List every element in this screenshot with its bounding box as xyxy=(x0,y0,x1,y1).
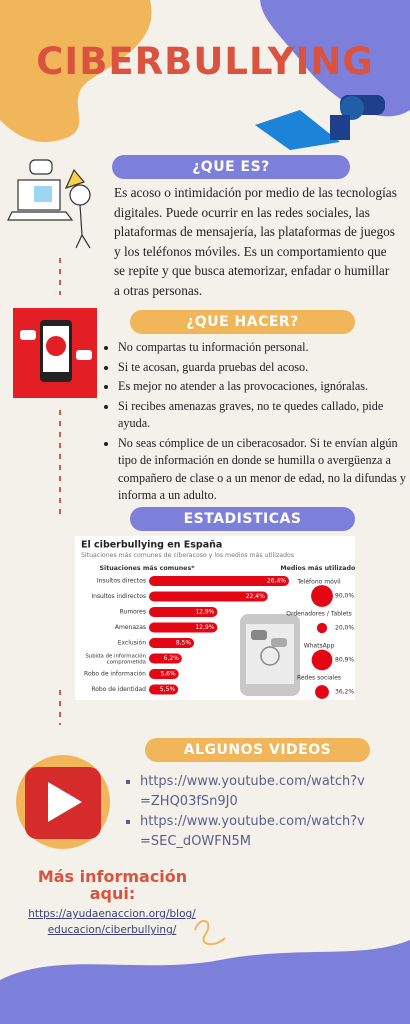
chart-background xyxy=(75,536,355,700)
bullet-item: Si recibes amenazas graves, no te quedes… xyxy=(118,398,410,433)
bar-value-label: 5,6% xyxy=(160,671,176,678)
swirl-decor xyxy=(194,920,226,946)
bar-label: Subida de información comprometida xyxy=(85,652,146,665)
bar-label: Insultos indirectos xyxy=(91,593,146,600)
page-title: CIBERBULLYING xyxy=(36,40,374,83)
bar-label: Amenazas xyxy=(115,624,146,631)
section-heading: ¿QUE ES? xyxy=(112,155,350,179)
bar-value-label: 8,5% xyxy=(176,640,192,647)
section-heading: ALGUNOS VIDEOS xyxy=(145,738,370,762)
link-item: https://www.youtube.com/watch?v=ZHQ03fSn… xyxy=(140,772,370,812)
link-item: https://www.youtube.com/watch?v=SEC_dOWF… xyxy=(140,812,370,852)
bar-value-label: 12,9% xyxy=(195,624,214,631)
media-value-label: 20,0% xyxy=(335,625,354,632)
chart-subtitle: Situaciones más comunes de ciberacoso y … xyxy=(81,551,294,559)
phone-icon xyxy=(240,614,300,696)
section-heading: ¿QUE HACER? xyxy=(130,310,355,334)
bar-value-label: 12,9% xyxy=(195,609,214,616)
bar-label: Insultos directos xyxy=(97,578,146,585)
media-bubble xyxy=(315,685,329,699)
bar xyxy=(149,638,195,648)
media-value-label: 80,9% xyxy=(335,657,354,664)
section-heading: ESTADISTICAS xyxy=(130,507,355,531)
bar-value-label: 26,4% xyxy=(267,578,286,585)
chart-title: El ciberbullying en España xyxy=(81,540,222,551)
media-label: Redes sociales xyxy=(297,675,341,682)
bar xyxy=(149,607,218,617)
media-bubble xyxy=(316,622,328,634)
video-link[interactable]: https://www.youtube.com/watch?v=ZHQ03fSn… xyxy=(140,774,365,809)
youtube-icon xyxy=(16,755,110,849)
video-link[interactable]: https://www.youtube.com/watch?v=SEC_dOWF… xyxy=(140,814,365,849)
bar-label: Rumores xyxy=(120,609,146,616)
bullet-item: No compartas tu información personal. xyxy=(118,339,410,357)
right-heading: Medios más utilizados** xyxy=(280,564,355,572)
bar xyxy=(149,669,179,679)
link-list: https://www.youtube.com/watch?v=ZHQ03fSn… xyxy=(128,772,370,852)
bullet-item: Si te acosan, guarda pruebas del acoso. xyxy=(118,359,410,377)
media-label: Teléfono móvil xyxy=(296,579,341,586)
bullet-list: No compartas tu información personal. Si … xyxy=(104,339,410,507)
bar-label: Robo de identidad xyxy=(91,686,146,693)
stop-illustration xyxy=(13,308,97,398)
bar xyxy=(149,591,268,602)
cyberbully-illustration xyxy=(7,159,91,249)
paragraph: Es acoso o intimidación por medio de las… xyxy=(114,185,397,298)
hacker-illustration xyxy=(255,95,385,150)
bar-label: Robo de información xyxy=(84,671,146,678)
bar xyxy=(149,576,289,586)
bar-value-label: 6,2% xyxy=(164,655,180,662)
bar xyxy=(149,684,179,695)
more-link[interactable]: https://ayudaenaccion.org/blog/educacion… xyxy=(28,908,196,936)
media-label: WhatsApp xyxy=(304,643,335,650)
media-value-label: 36,2% xyxy=(335,689,354,696)
bullet-item: Es mejor no atender a las provocaciones,… xyxy=(118,378,410,396)
media-value-label: 90,0% xyxy=(335,593,354,600)
bullet-item: No seas cómplice de un ciberacosador. Si… xyxy=(118,435,410,505)
bar-value-label: 5,5% xyxy=(160,686,176,693)
media-bubble xyxy=(311,649,333,671)
bar xyxy=(149,653,182,664)
media-label: Ordenadores / Tablets xyxy=(286,611,352,618)
bar-label: Exclusión xyxy=(118,640,146,647)
media-bubble xyxy=(311,585,333,607)
bar-value-label: 22,4% xyxy=(246,593,265,600)
bar xyxy=(149,622,218,633)
left-heading: Situaciones más comunes* xyxy=(100,564,196,572)
more-heading: Más información aqui: xyxy=(37,867,188,903)
